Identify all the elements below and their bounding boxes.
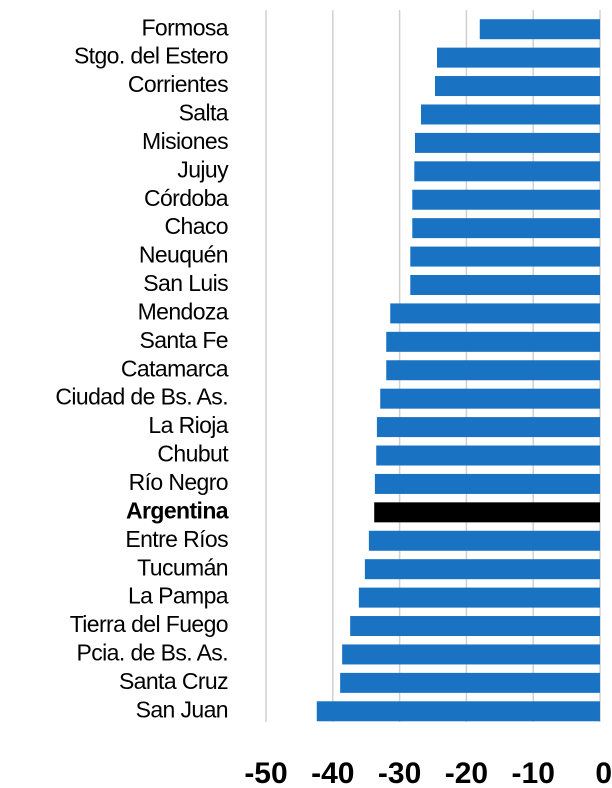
y-tick-label: Salta (179, 100, 229, 126)
x-tick-label: 0 (595, 757, 612, 788)
bar (435, 76, 600, 97)
bar (410, 274, 600, 295)
bar (386, 331, 600, 352)
bar (368, 530, 600, 551)
y-tick-label: Corrientes (128, 71, 228, 97)
bar (350, 616, 600, 637)
y-tick-label: Chubut (157, 441, 229, 467)
y-tick-label: San Luis (143, 270, 228, 296)
y-tick-label: Entre Ríos (125, 526, 228, 552)
bar (437, 47, 600, 68)
x-tick-label: -30 (378, 757, 421, 788)
bar (342, 644, 600, 665)
y-tick-label: Neuquén (139, 242, 228, 268)
bar (376, 417, 600, 438)
bar (390, 303, 600, 324)
bar (479, 19, 600, 40)
bar (410, 246, 600, 267)
bar (358, 587, 600, 608)
y-tick-label: Stgo. del Estero (74, 43, 228, 69)
bar (386, 360, 600, 381)
bar (374, 502, 600, 523)
x-tick-label: -50 (244, 757, 287, 788)
bar (420, 104, 600, 125)
y-tick-label: Misiones (142, 128, 228, 154)
bar (412, 189, 600, 210)
y-tick-label: Jujuy (177, 156, 229, 182)
y-tick-label: La Pampa (128, 583, 229, 609)
bar (380, 388, 600, 409)
bar (412, 218, 600, 239)
y-tick-label: Pcia. de Bs. As. (77, 640, 228, 666)
bar (316, 701, 600, 722)
bar (414, 132, 600, 153)
y-tick-label: Catamarca (121, 355, 229, 381)
bar (376, 445, 600, 466)
y-tick-label: San Juan (136, 696, 228, 722)
y-tick-label: La Rioja (148, 412, 228, 438)
y-tick-label: Tierra del Fuego (70, 611, 228, 637)
x-tick-label: -10 (512, 757, 555, 788)
bar (374, 473, 600, 494)
bar (340, 672, 600, 693)
y-tick-label: Argentina (126, 497, 229, 523)
y-tick-label: Río Negro (129, 469, 228, 495)
bar (414, 161, 600, 182)
y-tick-label: Formosa (141, 14, 228, 40)
y-tick-label: Mendoza (138, 298, 229, 324)
y-tick-label: Ciudad de Bs. As. (55, 384, 228, 410)
y-tick-label: Santa Cruz (119, 668, 228, 694)
y-tick-label: Santa Fe (139, 327, 228, 353)
x-tick-label: -20 (445, 757, 488, 788)
x-tick-label: -40 (311, 757, 354, 788)
bar (364, 559, 600, 580)
y-tick-label: Córdoba (144, 185, 229, 211)
y-tick-label: Chaco (165, 213, 229, 239)
y-tick-label: Tucumán (137, 554, 228, 580)
